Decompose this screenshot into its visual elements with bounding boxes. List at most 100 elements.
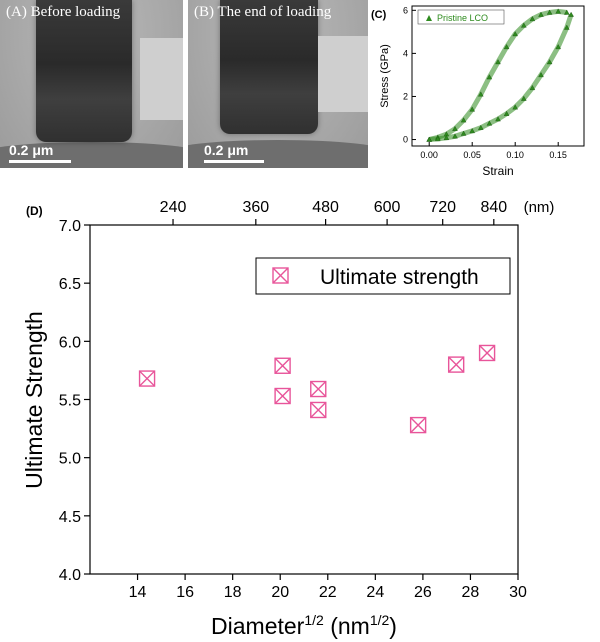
data-point	[138, 370, 156, 387]
x-tick-label: 28	[462, 584, 480, 601]
legend-label: Ultimate strength	[320, 266, 479, 289]
y-tick-label: 6	[403, 5, 408, 15]
data-point	[469, 106, 475, 112]
data-point	[521, 22, 527, 28]
top-tick-label: 480	[312, 199, 339, 216]
data-point	[452, 125, 458, 131]
y-tick-label: 7.0	[59, 218, 81, 235]
data-point	[435, 136, 441, 142]
chart-c-legend: Pristine LCO	[417, 9, 505, 25]
data-point	[546, 59, 553, 65]
chart-c-marks	[426, 8, 574, 142]
chart-c-x-ticks: 0.00 0.05 0.10 0.15	[420, 142, 567, 160]
data-point	[460, 130, 467, 136]
data-point	[274, 357, 291, 374]
x-tick-label: 22	[319, 584, 337, 601]
panel-c-label: (C)	[371, 9, 387, 21]
data-point	[538, 11, 544, 17]
data-point	[503, 110, 510, 116]
x-tick-label: 18	[224, 584, 242, 601]
scale-bar	[9, 160, 71, 163]
y-tick-label: 4.5	[59, 509, 81, 526]
chart-d-y-ticks: 4.0 4.5 5.0 5.5 6.0 6.5 7.0	[59, 218, 90, 584]
chart-d-top-ticks: 240 360 480 600 720 840	[160, 199, 507, 225]
data-point	[564, 24, 570, 30]
data-point	[529, 85, 536, 90]
data-point	[274, 387, 291, 405]
legend-marker	[426, 15, 432, 21]
y-tick-label: 4.0	[59, 567, 81, 584]
xlabel-main: Diameter	[211, 613, 305, 639]
nanopillar	[36, 0, 132, 142]
x-tick-label: 26	[414, 584, 432, 601]
data-point	[529, 16, 536, 22]
indenter-tip	[318, 36, 368, 112]
xlabel-unit-open: (nm	[324, 613, 370, 639]
top-tick-label: 360	[242, 199, 269, 216]
data-point	[469, 128, 475, 134]
x-tick-label: 16	[176, 584, 194, 601]
data-point	[310, 380, 327, 398]
scale-bar	[204, 160, 264, 163]
data-point	[460, 117, 467, 123]
y-tick-label: 5.0	[59, 451, 81, 468]
y-tick-label: 4	[403, 48, 408, 58]
data-point	[447, 356, 465, 373]
tem-image-before-loading: (A) Before loading 0.2 μm	[0, 0, 183, 168]
xlabel-exponent: 1/2	[304, 612, 324, 628]
chart-c-xlabel: Strain	[482, 164, 513, 178]
substrate	[0, 142, 183, 168]
data-point	[546, 9, 553, 15]
y-tick-label: 6.5	[59, 276, 81, 293]
data-point	[409, 416, 427, 434]
data-point	[478, 124, 484, 130]
data-point	[495, 116, 501, 122]
x-tick-label: 30	[509, 584, 527, 601]
x-tick-label: 0.10	[506, 150, 524, 160]
y-tick-label: 6.0	[59, 334, 81, 351]
scale-bar-label: 0.2 μm	[204, 142, 249, 158]
scale-bar-label: 0.2 μm	[9, 142, 54, 158]
data-point	[443, 135, 450, 140]
legend-box	[417, 9, 505, 25]
chart-c-ylabel: Stress (GPa)	[379, 44, 391, 108]
data-point	[426, 136, 432, 142]
y-tick-label: 2	[403, 91, 408, 101]
legend-label: Pristine LCO	[437, 13, 488, 23]
panel-a-label: (A) Before loading	[6, 4, 121, 20]
indenter-tip	[140, 38, 183, 120]
data-point	[521, 95, 527, 101]
x-tick-label: 0.15	[549, 150, 567, 160]
x-tick-label: 0.05	[463, 150, 481, 160]
chart-d-marks	[138, 344, 496, 434]
chart-c-y-ticks: 0 2 4 6	[403, 5, 416, 145]
data-point	[555, 8, 561, 14]
top-tick-label: 600	[374, 199, 401, 216]
data-point	[478, 91, 484, 97]
chart-d-top-unit: (nm)	[524, 199, 555, 216]
data-point	[310, 401, 327, 419]
legend-box	[255, 257, 511, 295]
data-point	[495, 59, 501, 65]
chart-d-xlabel: Diameter1/2 (nm1/2)	[211, 612, 397, 639]
data-point	[486, 120, 493, 126]
nanopillar	[220, 0, 318, 134]
x-tick-label: 20	[271, 584, 289, 601]
data-point	[512, 31, 518, 37]
data-point	[486, 74, 493, 80]
chart-d-ylabel: Ultimate Strength	[21, 311, 47, 489]
tem-image-end-of-loading: (B) The end of loading 0.2 μm	[188, 0, 368, 168]
data-point	[555, 44, 561, 50]
top-tick-label: 720	[429, 199, 456, 216]
chart-d-legend: Ultimate strength	[255, 257, 511, 295]
data-point	[478, 344, 496, 362]
data-point	[503, 44, 510, 50]
y-tick-label: 5.5	[59, 393, 81, 410]
data-point	[538, 72, 544, 78]
chart-d-x-ticks: 14 16 18 20 22 24 26 28 30	[129, 574, 527, 601]
data-point	[568, 11, 574, 17]
data-point	[564, 9, 570, 15]
chart-c-frame	[411, 5, 585, 147]
xlabel-unit-exponent: 1/2	[370, 612, 390, 628]
